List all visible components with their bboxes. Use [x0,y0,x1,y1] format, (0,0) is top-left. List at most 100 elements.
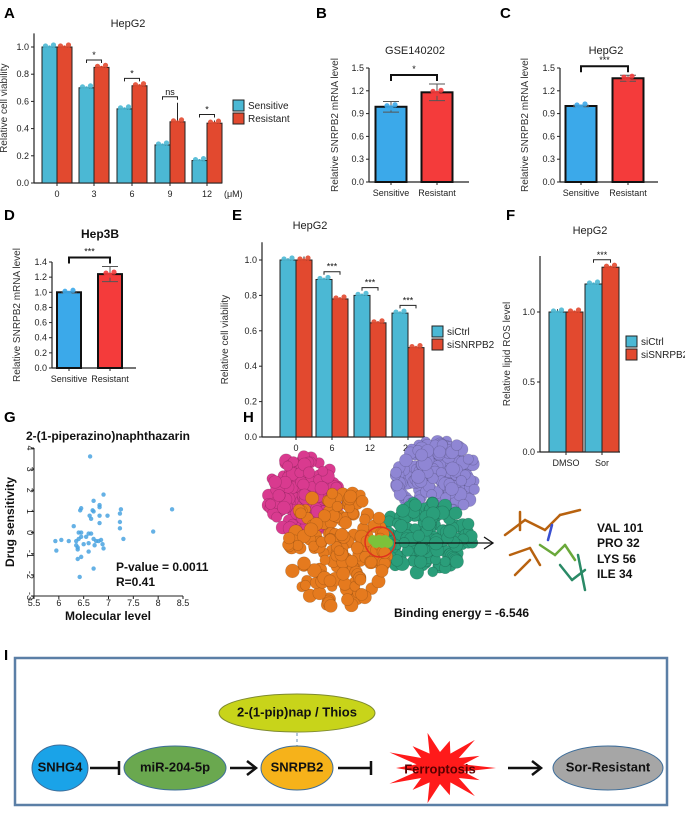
replicate-dot [305,255,311,261]
bar-sensitive [116,108,133,184]
x-tick-label: 6 [129,189,134,199]
y-tick-label: 4 [25,445,35,450]
replicate-dot [607,265,614,271]
x-tick-label: 7 [106,598,111,608]
legend-swatch [625,348,638,361]
scatter-point [71,524,76,529]
scatter-point [86,549,91,554]
activate-arrow [230,760,259,776]
panel-label-b: B [316,5,327,22]
significance-bracket [323,271,341,275]
bar-chart-f: HepG2 Relative lipid ROS level 0.0 0.5 1.0 DM… [502,225,685,468]
y-tick-label: 0.3 [542,154,555,164]
y-tick-label: 0 [25,530,35,535]
node-ferroptosis-burst [389,732,496,804]
replicate-dot [111,269,117,275]
scatter-point [78,530,84,535]
replicate-dot [200,155,207,162]
scatter-point [101,546,106,551]
node-snrpb2-label: SNRPB2 [271,759,324,774]
replicate-dot [582,101,588,107]
bar-sictrl [315,278,333,438]
scatter-point [86,540,91,546]
x-tick-label: Sor [595,458,609,468]
bar-sensitive [56,291,82,369]
bar-sisnrpb2 [407,347,425,438]
atom-sphere [390,466,402,479]
replicate-dot [625,76,631,82]
replicate-dot [301,258,307,264]
significance-label: *** [365,278,376,288]
atom-sphere [359,513,371,526]
scatter-point [105,513,110,518]
p-value-annotation: P-value = 0.0011 [116,560,209,574]
y-tick-label: 1 [25,509,35,514]
scatter-point [77,574,82,580]
significance-label: * [205,104,209,114]
x-tick-label: 12 [365,443,375,453]
bar-chart-b: GSE140202 Relative SNRPB2 mRNA level 0.0 0.… [330,45,469,198]
y-tick-label: -1 [25,550,35,558]
significance-label: *** [597,250,608,260]
ligand-bond [546,523,554,542]
replicate-dot [611,262,618,268]
bar-chart-d: Hep3B Relative SNRPB2 mRNA level 0.0 0.2 0.4… [12,227,136,384]
replicate-dot [375,321,381,327]
replicate-dot [121,107,128,113]
bar-sisnrpb2 [601,266,620,453]
atom-sphere [303,522,319,537]
scatter-point [97,520,102,526]
scatter-chart-g: 2-(1-piperazino)naphthazarin -3 -2 -1 0 1 2 3 4 5… [3,429,209,623]
replicate-dot [285,258,291,264]
panel-label-a: A [4,5,15,22]
ligand-bond [523,518,547,532]
replicate-dot [94,63,101,69]
y-tick-label: 0.0 [244,432,257,442]
x-tick-label: 8 [156,598,161,608]
x-tick-label: 9 [167,189,172,199]
atom-sphere [341,593,354,606]
replicate-dot [57,43,64,49]
scatter-point [97,505,102,510]
scatter-point [117,526,123,531]
bar-sictrl [391,312,409,438]
replicate-dot [379,318,385,324]
x-tick-label: 8.5 [177,598,190,608]
atom-sphere [324,599,338,613]
bar-resistant [93,66,110,184]
y-tick-label: 0.0 [351,177,364,187]
ligand-binding-pose [503,508,587,592]
x-tick-label: 6 [329,443,334,453]
replicate-dot [125,104,132,110]
replicate-dot [163,140,170,146]
inhibit-arrow [90,761,121,775]
diagram-frame [13,656,669,807]
ligand-sphere [383,538,393,548]
activate-arrow [508,760,544,776]
chart-title: Hep3B [81,227,119,241]
ligand-bond [538,543,557,557]
significance-bracket [199,113,215,118]
bar-chart-a: HepG2 Relative cell viability 0.0 0.2 0.4 0.6… [0,18,290,199]
atom-sphere [307,563,322,578]
y-tick-label: 0.2 [244,397,257,407]
atom-sphere [411,469,426,484]
replicate-dot [567,308,574,314]
replicate-dot [192,156,199,163]
x-tick-label: 7.5 [127,598,140,608]
significance-bracket [399,304,417,309]
node-drug-label: 2-(1-pip)nap / Thios [237,704,357,719]
panel-label-i: I [4,647,8,664]
replicate-dot [317,275,323,282]
atom-sphere [414,542,429,557]
x-tick-label: 0 [54,189,59,199]
replicate-dot [79,84,86,90]
r-annotation: R=0.41 [116,575,155,589]
y-tick-label: 1.0 [16,42,29,52]
replicate-dot [83,86,90,92]
ligand-bond [563,543,577,562]
atom-sphere [375,564,389,578]
legend-label: siSNRPB2 [641,350,685,361]
scatter-point [54,548,59,553]
